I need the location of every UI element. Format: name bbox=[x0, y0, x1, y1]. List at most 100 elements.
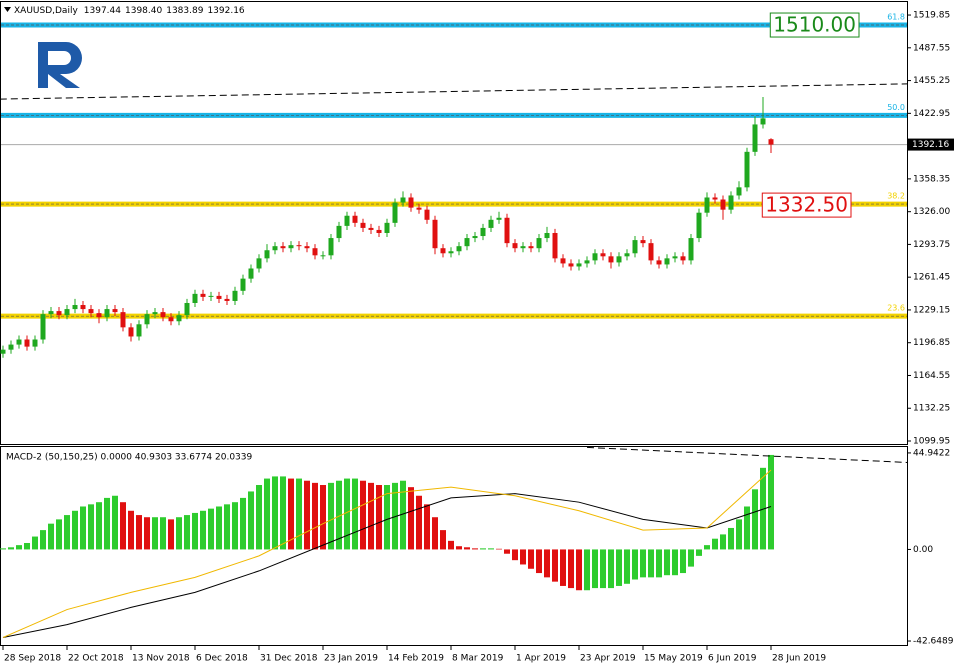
candle-body bbox=[64, 309, 70, 316]
y-tick-label: -42.6489 bbox=[913, 637, 954, 647]
candle-body bbox=[496, 217, 502, 220]
histogram-bar bbox=[224, 504, 230, 550]
candle-body bbox=[416, 207, 422, 210]
histogram-bar bbox=[672, 549, 678, 576]
candle-body bbox=[656, 260, 662, 265]
x-tick-label: 14 Feb 2019 bbox=[388, 654, 444, 664]
candle-body bbox=[272, 246, 278, 251]
y-tick-label: 1293.75 bbox=[913, 240, 950, 250]
y-tick-label: 0.00 bbox=[913, 545, 933, 555]
candle-body bbox=[88, 309, 94, 314]
histogram-bar bbox=[264, 478, 270, 550]
candle-body bbox=[624, 253, 630, 257]
y-tick-label: 1487.55 bbox=[913, 43, 950, 53]
candle-body bbox=[96, 313, 102, 318]
x-tick-label: 1 Apr 2019 bbox=[516, 654, 566, 664]
candle-body bbox=[80, 305, 86, 310]
histogram-bar bbox=[328, 482, 334, 550]
y-tick-label: 1132.25 bbox=[913, 404, 950, 414]
histogram-bar bbox=[344, 478, 350, 550]
histogram-bar bbox=[560, 549, 566, 586]
histogram-bar bbox=[696, 549, 702, 556]
logo bbox=[38, 42, 82, 88]
candle-body bbox=[720, 199, 726, 210]
histogram-bar bbox=[568, 549, 574, 589]
candle-body bbox=[192, 293, 198, 303]
candle-body bbox=[128, 327, 134, 337]
candle-body bbox=[744, 151, 750, 188]
histogram-bar bbox=[424, 504, 430, 550]
price-annotation: 1510.00 bbox=[769, 12, 860, 38]
histogram-bar bbox=[576, 549, 582, 591]
histogram-bar bbox=[464, 547, 470, 550]
histogram-bar bbox=[112, 495, 118, 550]
candle-body bbox=[680, 256, 686, 261]
candle-body bbox=[296, 245, 302, 247]
candle-body bbox=[672, 256, 678, 259]
candle-body bbox=[520, 246, 526, 249]
histogram-bar bbox=[632, 549, 638, 580]
histogram-bar bbox=[208, 508, 214, 550]
histogram-bar bbox=[152, 517, 158, 550]
candle-body bbox=[424, 209, 430, 220]
current-price-box bbox=[908, 138, 954, 151]
histogram-bar bbox=[592, 549, 598, 589]
fib-label: 38.2 bbox=[887, 192, 905, 201]
histogram-bar bbox=[440, 530, 446, 550]
candle-body bbox=[232, 290, 238, 301]
histogram-bar bbox=[360, 480, 366, 550]
histogram-bar bbox=[536, 549, 542, 574]
candle-body bbox=[152, 312, 158, 315]
x-tick-label: 31 Dec 2018 bbox=[260, 654, 318, 664]
candle-body bbox=[8, 344, 14, 350]
histogram-bar bbox=[584, 549, 590, 591]
histogram-bar bbox=[104, 497, 110, 550]
candle-body bbox=[112, 309, 118, 313]
ohlc-value: 1398.40 bbox=[125, 6, 162, 16]
histogram-bar bbox=[136, 515, 142, 550]
histogram-bar bbox=[600, 549, 606, 589]
candle-body bbox=[24, 339, 30, 347]
x-tick-label: 23 Jan 2019 bbox=[324, 654, 378, 664]
candle-body bbox=[360, 222, 366, 228]
candle-body bbox=[240, 278, 246, 291]
histogram-bar bbox=[96, 502, 102, 550]
histogram-bar bbox=[616, 549, 622, 586]
candle-body bbox=[200, 293, 206, 297]
histogram-bar bbox=[184, 515, 190, 550]
candle-body bbox=[480, 227, 486, 237]
y-tick-label: 1519.85 bbox=[913, 11, 950, 21]
histogram-bar bbox=[168, 519, 174, 550]
histogram-bar bbox=[528, 549, 534, 569]
candle-body bbox=[0, 349, 6, 354]
histogram-bar bbox=[432, 517, 438, 550]
candle-body bbox=[304, 246, 310, 249]
histogram-bar bbox=[352, 478, 358, 550]
histogram-bar bbox=[544, 549, 550, 578]
histogram-bar bbox=[400, 480, 406, 550]
candle-body bbox=[120, 312, 126, 328]
candle-body bbox=[40, 314, 46, 340]
candle-body bbox=[544, 232, 550, 239]
candle-body bbox=[704, 197, 710, 213]
candle-body bbox=[248, 268, 254, 279]
price-annotation: 1332.50 bbox=[761, 192, 852, 218]
candle-body bbox=[576, 263, 582, 267]
candle-body bbox=[600, 253, 606, 257]
histogram-bar bbox=[736, 519, 742, 550]
y-tick-label: 44.9422 bbox=[913, 448, 950, 458]
y-tick-label: 1455.25 bbox=[913, 76, 950, 86]
histogram-bar bbox=[216, 506, 222, 550]
annotation-label: 1510.00 bbox=[773, 13, 856, 37]
candle-body bbox=[368, 227, 374, 230]
histogram-bar bbox=[648, 549, 654, 578]
histogram-bar bbox=[768, 454, 774, 550]
candle-body bbox=[104, 309, 110, 318]
histogram-bar bbox=[480, 548, 486, 550]
candle-body bbox=[504, 217, 510, 244]
histogram-bar bbox=[256, 485, 262, 550]
annotation-box bbox=[769, 12, 860, 38]
candle-body bbox=[568, 263, 574, 267]
